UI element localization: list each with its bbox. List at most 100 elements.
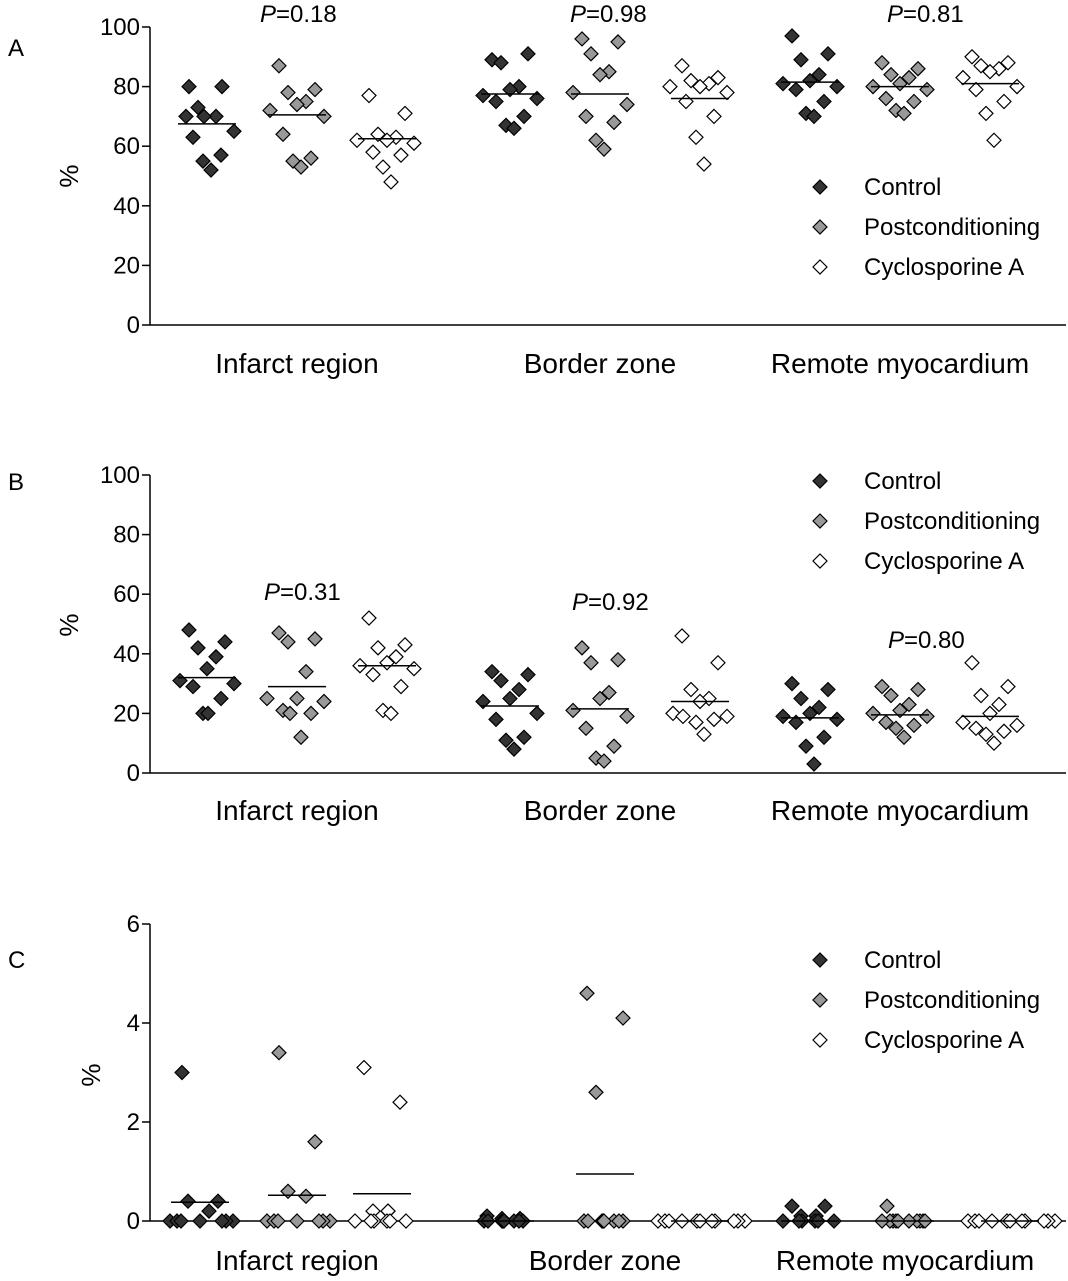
y-tick-label: 80: [113, 522, 140, 549]
legend-marker: [812, 259, 828, 275]
data-point: [280, 634, 296, 650]
y-tick-label: 80: [113, 74, 140, 101]
y-tick-label: 0: [127, 1208, 140, 1235]
data-point: [775, 708, 791, 725]
series-cyclosporine-a: [352, 610, 1025, 752]
legend-marker: [812, 179, 828, 195]
data-point: [968, 81, 984, 98]
y-tick-label: 0: [127, 312, 140, 339]
data-point: [307, 631, 323, 647]
p-value-number: =0.31: [280, 579, 341, 606]
data-point: [588, 132, 604, 149]
series-postconditioning: [259, 985, 934, 1229]
data-point: [363, 1213, 379, 1229]
data-point: [996, 93, 1012, 110]
data-point: [493, 54, 509, 71]
legend-label: Cyclosporine A: [864, 548, 1024, 575]
data-point: [375, 159, 391, 175]
data-point: [398, 1213, 414, 1229]
data-point: [596, 141, 612, 158]
data-point: [592, 690, 608, 707]
data-point: [829, 78, 845, 95]
data-point: [311, 1213, 327, 1229]
data-point: [910, 681, 926, 698]
data-point: [601, 684, 617, 701]
data-point: [316, 108, 332, 125]
data-point: [1009, 717, 1025, 734]
y-tick-label: 20: [113, 252, 140, 279]
data-point: [397, 637, 413, 653]
data-point: [688, 714, 704, 731]
data-point: [270, 1213, 286, 1229]
data-point: [583, 654, 599, 671]
data-point: [388, 648, 404, 665]
p-value-prefix: P: [260, 1, 276, 28]
data-point: [200, 705, 216, 722]
data-point: [798, 738, 814, 755]
legend: Control Postconditioning Cyclosporine A: [812, 468, 1040, 575]
data-point: [303, 150, 319, 166]
category-label: Border zone: [524, 795, 677, 826]
category-label: Remote myocardium: [771, 348, 1029, 379]
data-point: [298, 1188, 314, 1205]
data-point: [382, 1213, 398, 1229]
legend-label: Cyclosporine A: [864, 254, 1024, 281]
data-point: [1009, 78, 1025, 95]
data-point: [289, 1213, 305, 1229]
data-point: [896, 729, 912, 746]
data-point: [955, 714, 971, 731]
data-point: [596, 1213, 612, 1229]
data-point: [683, 72, 699, 89]
category-label: Border zone: [529, 1245, 682, 1276]
data-point: [307, 1133, 323, 1150]
data-point: [816, 729, 832, 746]
data-point: [919, 81, 935, 98]
data-point: [806, 756, 822, 772]
data-point: [610, 34, 626, 50]
data-point: [574, 639, 590, 656]
data-point: [606, 114, 622, 131]
legend-marker: [812, 513, 828, 529]
data-point: [606, 738, 622, 755]
data-point: [829, 711, 845, 728]
data-point: [271, 1044, 287, 1061]
legend-label: Postconditioning: [864, 214, 1040, 241]
legend-marker: [812, 952, 828, 968]
legend-marker: [812, 992, 828, 1008]
data-point: [214, 78, 230, 95]
data-point: [181, 78, 197, 95]
data-point: [784, 1198, 800, 1214]
panel-letter: A: [8, 35, 24, 62]
data-point: [1036, 1213, 1052, 1229]
data-point: [178, 108, 194, 125]
data-point: [199, 660, 215, 677]
series-postconditioning: [262, 31, 935, 175]
legend-marker: [812, 553, 828, 569]
data-point: [192, 1213, 208, 1229]
data-point: [475, 693, 491, 710]
data-point: [173, 1213, 189, 1229]
legend-marker: [812, 473, 828, 489]
data-point: [365, 144, 381, 161]
y-tick-label: 100: [100, 14, 140, 41]
data-point: [919, 708, 935, 725]
legend-label: Postconditioning: [864, 508, 1040, 535]
data-point: [498, 732, 514, 749]
p-value-label: P=0.98: [570, 1, 647, 28]
p-value-prefix: P: [887, 1, 903, 28]
data-point: [806, 108, 822, 125]
data-point: [802, 72, 818, 89]
data-point: [883, 687, 899, 704]
data-point: [619, 96, 635, 113]
y-tick-label: 60: [113, 581, 140, 608]
series-control: [172, 622, 845, 772]
data-point: [878, 714, 894, 731]
data-point: [878, 90, 894, 107]
data-point: [710, 654, 726, 671]
data-point: [356, 1059, 372, 1076]
data-point: [574, 31, 590, 47]
panel-letter: C: [8, 947, 25, 974]
data-point: [181, 622, 197, 638]
data-point: [583, 45, 599, 62]
data-point: [511, 681, 527, 698]
